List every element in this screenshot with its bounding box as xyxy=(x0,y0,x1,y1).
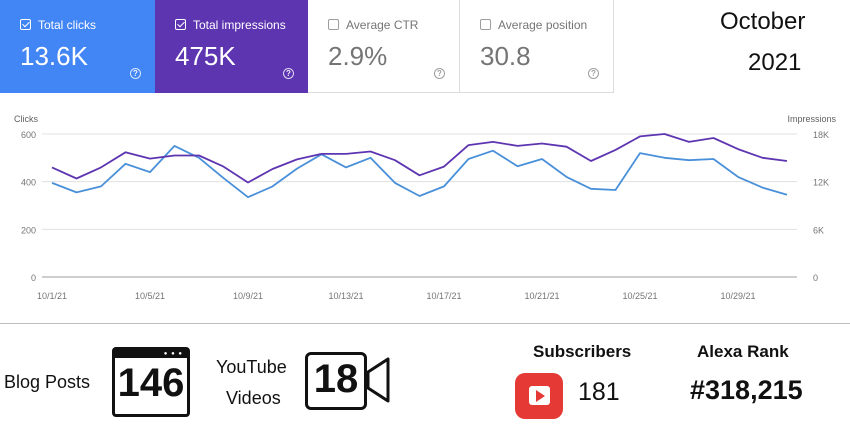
card-value: 13.6K xyxy=(20,41,88,71)
help-icon[interactable]: ? xyxy=(130,68,141,79)
card-label: Total clicks xyxy=(38,18,97,32)
x-tick-label: 10/5/21 xyxy=(135,291,165,301)
average-position-card[interactable]: Average position 30.8 ? xyxy=(460,0,614,93)
y-axis-label-right: Impressions xyxy=(787,114,836,124)
card-label: Average CTR xyxy=(346,18,419,32)
section-divider xyxy=(0,323,850,324)
x-tick-label: 10/9/21 xyxy=(233,291,263,301)
checkbox-icon[interactable] xyxy=(175,19,186,30)
average-ctr-card[interactable]: Average CTR 2.9% ? xyxy=(308,0,460,93)
video-camera-icon: 18 xyxy=(305,352,367,410)
card-label: Average position xyxy=(498,18,588,32)
y-tick-label-left: 0 xyxy=(31,273,36,283)
video-camera-lens-icon xyxy=(366,357,390,403)
x-tick-label: 10/21/21 xyxy=(524,291,559,301)
youtube-videos-count: 18 xyxy=(313,357,359,401)
y-tick-label-right: 18K xyxy=(813,130,829,140)
alexa-rank-label: Alexa Rank xyxy=(697,342,789,361)
card-value: 475K xyxy=(175,41,236,71)
card-value: 30.8 xyxy=(480,41,531,71)
card-value: 2.9% xyxy=(328,41,388,71)
y-tick-label-right: 0 xyxy=(813,273,818,283)
x-tick-label: 10/25/21 xyxy=(622,291,657,301)
y-tick-label-right: 6K xyxy=(813,225,824,235)
youtube-videos-label-line2: Videos xyxy=(226,388,281,408)
youtube-videos-label-line1: YouTube xyxy=(216,357,287,377)
help-icon[interactable]: ? xyxy=(588,68,599,79)
checkbox-icon[interactable] xyxy=(480,19,491,30)
x-tick-label: 10/1/21 xyxy=(37,291,67,301)
checkbox-icon[interactable] xyxy=(328,19,339,30)
x-tick-label: 10/29/21 xyxy=(720,291,755,301)
blog-posts-count: 146 xyxy=(117,361,185,405)
y-tick-label-right: 12K xyxy=(813,178,829,188)
help-icon[interactable]: ? xyxy=(283,68,294,79)
series-line-impressions xyxy=(51,133,788,184)
performance-chart: 0 0 200 6K 400 12K 600 18K Clicks Impressions 10/1… xyxy=(14,114,837,301)
series-line-clicks xyxy=(51,145,788,199)
total-clicks-card[interactable]: Total clicks 13.6K ? xyxy=(0,0,155,93)
period-month: October xyxy=(720,8,806,35)
total-impressions-card[interactable]: Total impressions 475K ? xyxy=(155,0,308,93)
y-tick-label-left: 400 xyxy=(21,178,36,188)
card-label: Total impressions xyxy=(193,18,286,32)
x-tick-label: 10/13/21 xyxy=(328,291,363,301)
youtube-logo-icon xyxy=(515,373,563,419)
period-year: 2021 xyxy=(748,49,802,76)
blog-posts-label: Blog Posts xyxy=(4,372,91,392)
y-tick-label-left: 600 xyxy=(21,130,36,140)
help-icon[interactable]: ? xyxy=(434,68,445,79)
subscribers-label: Subscribers xyxy=(533,342,632,361)
alexa-rank-value: #318,215 xyxy=(690,375,803,405)
subscribers-count: 181 xyxy=(578,378,620,406)
x-tick-label: 10/17/21 xyxy=(426,291,461,301)
y-tick-label-left: 200 xyxy=(21,225,36,235)
browser-window-icon: ● ● ● 146 xyxy=(112,347,190,417)
y-axis-label-left: Clicks xyxy=(14,114,38,124)
checkbox-icon[interactable] xyxy=(20,19,31,30)
